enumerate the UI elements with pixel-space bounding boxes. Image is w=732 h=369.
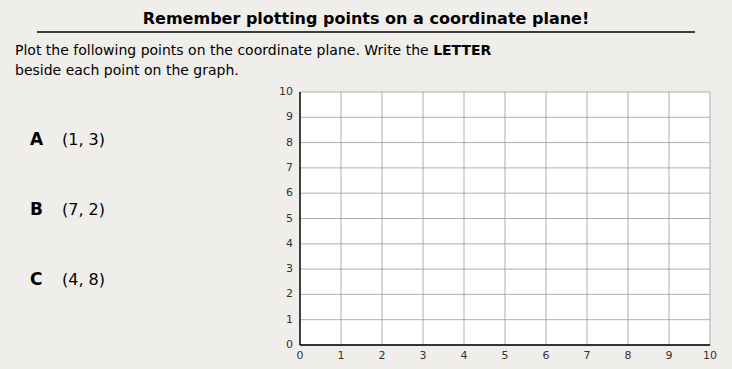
y-tick-label: 9: [286, 110, 293, 123]
x-tick-label: 4: [461, 349, 468, 362]
grid-line-y: [300, 319, 710, 320]
x-tick-label: 9: [666, 349, 673, 362]
y-tick-label: 3: [286, 262, 293, 275]
x-tick-label: 6: [543, 349, 550, 362]
y-axis: [299, 92, 300, 345]
point-label: A: [30, 129, 44, 149]
point-coords: (1, 3): [62, 130, 105, 149]
x-tick-label: 3: [420, 349, 427, 362]
point-label: C: [30, 269, 42, 289]
instruction-text: Plot the following points on the coordin…: [15, 42, 433, 58]
grid-line-y: [300, 269, 710, 270]
x-tick-label: 7: [584, 349, 591, 362]
x-tick-label: 8: [625, 349, 632, 362]
point-coords: (4, 8): [62, 270, 105, 289]
grid-line-y: [300, 193, 710, 194]
point-coords: (7, 2): [62, 200, 105, 219]
y-tick-label: 4: [286, 237, 293, 250]
grid-line-y: [300, 92, 710, 93]
title: Remember plotting points on a coordinate…: [143, 9, 589, 28]
grid-line-x: [300, 92, 301, 345]
grid-line-y: [300, 345, 710, 346]
y-tick-label: 7: [286, 161, 293, 174]
grid: [300, 92, 710, 345]
plot-background: [300, 92, 710, 345]
chart: Remember plotting points on a coordinate…: [0, 0, 732, 369]
x-tick-label: 5: [502, 349, 509, 362]
grid-line-y: [300, 167, 710, 168]
grid-line-y: [300, 243, 710, 244]
y-tick-label: 5: [286, 212, 293, 225]
y-tick-label: 2: [286, 287, 293, 300]
y-tick-label: 10: [279, 85, 293, 98]
instruction: Plot the following points on the coordin…: [15, 42, 492, 58]
x-tick-label: 1: [338, 349, 345, 362]
y-tick-label: 6: [286, 186, 293, 199]
grid-line-y: [300, 117, 710, 118]
x-tick-label: 0: [297, 349, 304, 362]
x-axis: [300, 344, 710, 345]
y-tick-label: 1: [286, 313, 293, 326]
y-tick-label: 0: [286, 338, 293, 351]
y-tick-label: 8: [286, 136, 293, 149]
title-underline: [37, 31, 695, 32]
x-tick-label: 2: [379, 349, 386, 362]
grid-line-y: [300, 142, 710, 143]
instruction-bold: LETTER: [433, 42, 491, 58]
grid-line-y: [300, 294, 710, 295]
point-label: B: [30, 199, 43, 219]
x-tick-label: 10: [703, 349, 717, 362]
instruction-text: beside each point on the graph.: [15, 62, 239, 78]
grid-line-y: [300, 218, 710, 219]
